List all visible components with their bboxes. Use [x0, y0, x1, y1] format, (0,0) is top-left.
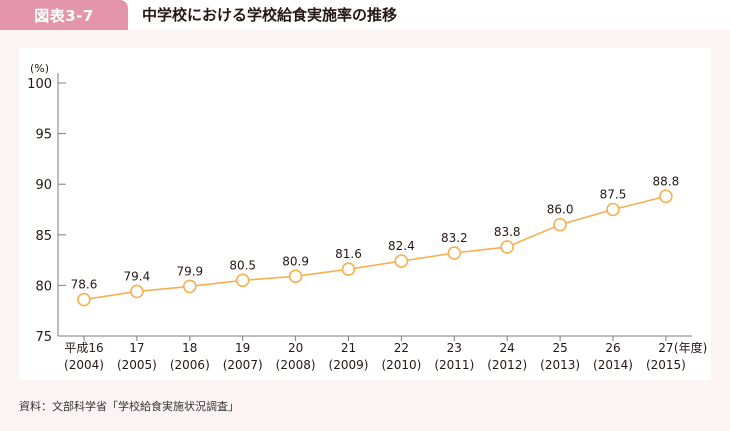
x-tick-label-year: (2013) — [540, 358, 580, 372]
data-label: 78.6 — [71, 278, 98, 292]
y-axis-unit: (%) — [30, 62, 49, 75]
data-label: 80.9 — [282, 254, 309, 268]
x-tick-label-era: 18 — [182, 341, 197, 355]
x-tick-label-era: 25 — [552, 341, 567, 355]
x-tick-label-year: (2005) — [117, 358, 157, 372]
x-tick-label-year: (2011) — [434, 358, 474, 372]
data-label: 79.9 — [176, 264, 203, 278]
data-point — [130, 284, 144, 299]
series-line — [83, 195, 667, 301]
y-tick-label: 75 — [35, 330, 52, 345]
figure-label: 図表3-7 — [34, 6, 94, 25]
y-tick-label: 95 — [35, 128, 52, 143]
x-tick-label-era: 平成16 — [64, 341, 103, 355]
data-label: 83.2 — [441, 231, 468, 245]
data-label: 82.4 — [388, 239, 415, 253]
x-tick-label-year: (2014) — [593, 358, 633, 372]
x-tick-label-year: (2006) — [170, 358, 210, 372]
data-label: 80.5 — [229, 258, 256, 272]
data-point — [183, 279, 197, 294]
data-point — [288, 269, 303, 284]
data-point — [659, 189, 673, 204]
x-tick-label-year: (2015) — [646, 358, 686, 372]
x-tick-label-year: (2010) — [381, 358, 421, 372]
y-tick-label: 85 — [35, 229, 52, 244]
x-tick-label-era: 23 — [447, 341, 462, 355]
y-tick-label: 80 — [35, 279, 52, 294]
data-label: 79.4 — [124, 269, 151, 283]
data-point — [500, 240, 515, 254]
x-tick-label-era: 22 — [394, 341, 409, 355]
figure-label-tab: 図表3-7 — [0, 0, 128, 30]
x-tick-label-era: 20 — [288, 341, 303, 355]
data-point — [447, 246, 462, 260]
x-tick-label-era: 19 — [235, 341, 250, 355]
data-point — [341, 262, 356, 277]
data-label: 81.6 — [335, 247, 362, 261]
x-tick-label-year: (2004) — [64, 358, 104, 372]
data-point — [235, 273, 250, 288]
x-tick-label-year: (2007) — [223, 358, 263, 372]
x-axis-unit: (年度) — [674, 340, 707, 355]
x-tick-label-era: 17 — [129, 341, 144, 355]
data-point — [606, 202, 620, 217]
x-tick-label-era: 26 — [605, 341, 620, 355]
y-tick-label: 90 — [35, 178, 52, 193]
data-label: 83.8 — [494, 225, 521, 239]
x-tick-label-year: (2012) — [487, 358, 527, 372]
x-tick-label-year: (2009) — [329, 358, 369, 372]
data-point — [394, 254, 409, 268]
data-label: 87.5 — [600, 188, 627, 202]
data-point — [77, 292, 91, 307]
x-tick-label-era: 21 — [341, 341, 356, 355]
data-label: 88.8 — [653, 174, 680, 188]
x-tick-label-era: 24 — [500, 341, 515, 355]
data-label: 86.0 — [547, 203, 574, 217]
x-tick-label-era: 27 — [658, 341, 673, 355]
chart-title: 中学校における学校給食実施率の推移 — [142, 6, 398, 24]
data-point — [553, 217, 567, 232]
y-tick-label: 100 — [27, 77, 52, 92]
x-tick-label-year: (2008) — [276, 358, 316, 372]
source-note: 資料：文部科学省「学校給食実施状況調査」 — [19, 400, 239, 413]
